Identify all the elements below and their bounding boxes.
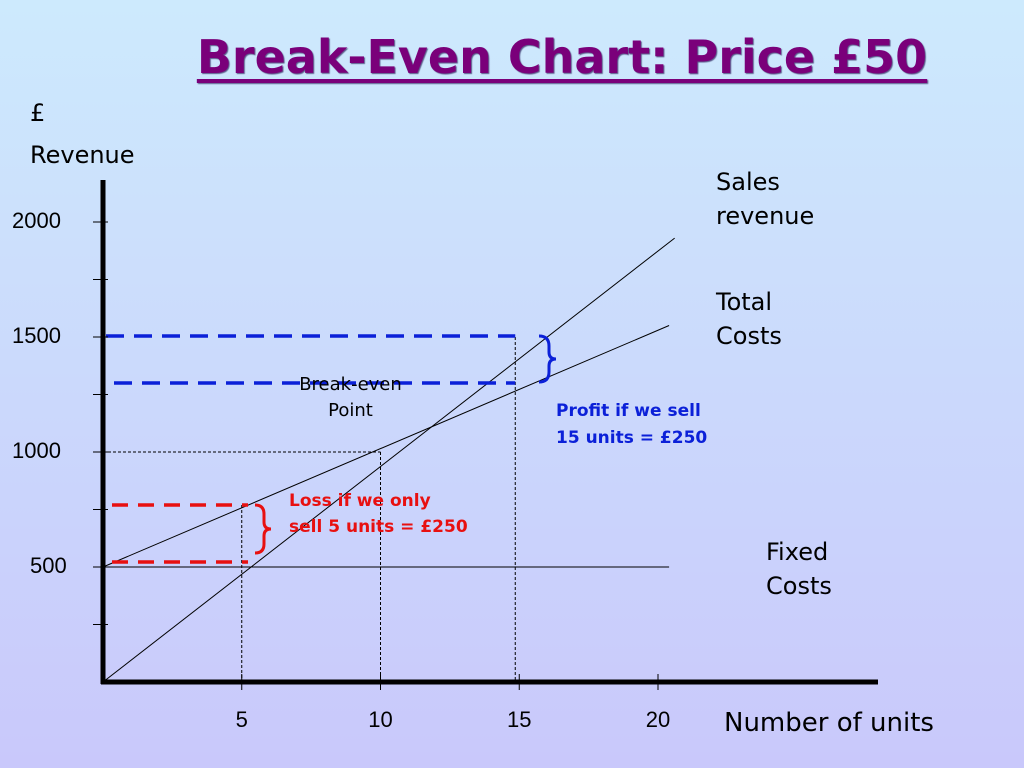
profit-note-line2: 15 units = £250 — [556, 428, 708, 448]
profit-brace — [538, 334, 557, 384]
break-even-label-line1: Break-even — [299, 374, 402, 395]
page-title: Break-Even Chart: Price £50 — [196, 30, 928, 84]
y-tick-label-1500: 1500 — [12, 323, 61, 348]
x-axis-label: Number of units — [724, 708, 934, 738]
series-label-3-line2: Costs — [766, 572, 832, 600]
y-axis-label-symbol: £ — [30, 99, 46, 127]
profit-note-line1: Profit if we sell — [556, 401, 701, 421]
series-label-2-line1: Total — [716, 288, 773, 316]
x-tick-label-20: 20 — [645, 707, 671, 732]
series-label-1-line2: revenue — [716, 202, 815, 230]
y-tick-label-2000: 2000 — [12, 208, 61, 233]
x-tick-label-10: 10 — [368, 707, 393, 732]
loss-note-line1: Loss if we only — [289, 491, 431, 511]
loss-note-line2: sell 5 units = £250 — [289, 517, 468, 537]
y-axis-label: Revenue — [30, 141, 135, 169]
loss-brace — [254, 503, 272, 555]
x-tick-label-5: 5 — [235, 707, 248, 732]
break-even-label-line2: Point — [328, 400, 373, 421]
series-label-3-line1: Fixed — [766, 538, 829, 566]
series-label-1-line1: Sales — [716, 168, 780, 196]
series-label-2-line2: Costs — [716, 322, 782, 350]
y-tick-label-1000: 1000 — [12, 438, 61, 463]
y-tick-label-500: 500 — [30, 553, 67, 578]
x-tick-label-15: 15 — [507, 707, 532, 732]
series-line-1 — [102, 237, 675, 683]
series-line-2 — [102, 325, 670, 568]
